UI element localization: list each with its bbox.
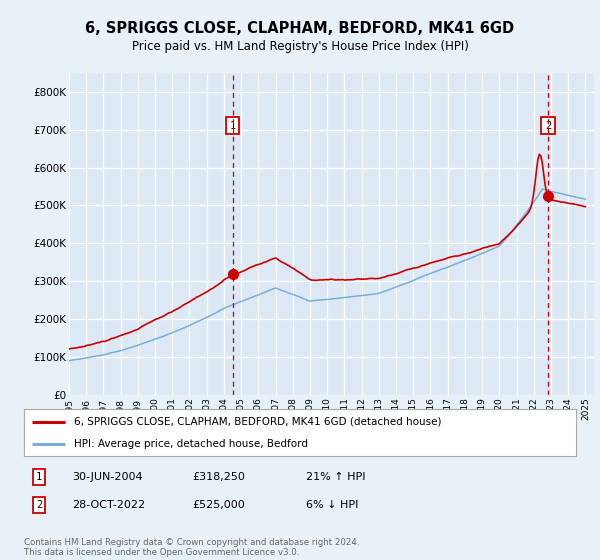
Text: 1: 1 [229, 121, 236, 131]
Text: 28-OCT-2022: 28-OCT-2022 [72, 500, 145, 510]
Text: 21% ↑ HPI: 21% ↑ HPI [306, 472, 365, 482]
Text: 30-JUN-2004: 30-JUN-2004 [72, 472, 143, 482]
Text: 2: 2 [36, 500, 42, 510]
Text: 6, SPRIGGS CLOSE, CLAPHAM, BEDFORD, MK41 6GD (detached house): 6, SPRIGGS CLOSE, CLAPHAM, BEDFORD, MK41… [74, 417, 441, 427]
Text: Contains HM Land Registry data © Crown copyright and database right 2024.
This d: Contains HM Land Registry data © Crown c… [24, 538, 359, 557]
Text: £318,250: £318,250 [192, 472, 245, 482]
Text: £525,000: £525,000 [192, 500, 245, 510]
Text: 6% ↓ HPI: 6% ↓ HPI [306, 500, 358, 510]
Text: 6, SPRIGGS CLOSE, CLAPHAM, BEDFORD, MK41 6GD: 6, SPRIGGS CLOSE, CLAPHAM, BEDFORD, MK41… [85, 21, 515, 36]
Text: HPI: Average price, detached house, Bedford: HPI: Average price, detached house, Bedf… [74, 438, 308, 449]
Text: 2: 2 [545, 121, 551, 131]
Text: Price paid vs. HM Land Registry's House Price Index (HPI): Price paid vs. HM Land Registry's House … [131, 40, 469, 53]
Text: 1: 1 [36, 472, 42, 482]
